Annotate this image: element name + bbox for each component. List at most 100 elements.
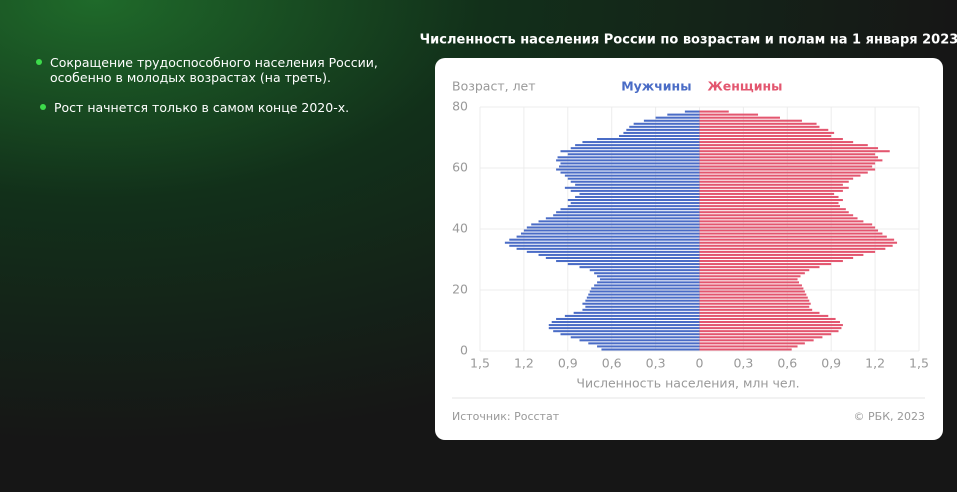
bar: [599, 278, 700, 281]
bar: [699, 305, 810, 308]
bar: [699, 324, 843, 327]
bar: [699, 339, 814, 342]
bar: [597, 281, 700, 284]
bar: [567, 205, 700, 208]
bar: [699, 138, 843, 141]
bar: [699, 192, 835, 195]
bar: [582, 141, 700, 144]
bar: [597, 345, 700, 348]
bar: [575, 144, 700, 147]
bar: [560, 171, 700, 174]
bar: [579, 192, 700, 195]
bar: [699, 290, 805, 293]
bar: [699, 189, 843, 192]
bar: [699, 235, 887, 238]
bar: [557, 156, 700, 159]
bar: [699, 302, 811, 305]
bar: [699, 241, 898, 244]
bar: [643, 119, 700, 122]
bar: [516, 235, 700, 238]
bar: [579, 339, 700, 342]
bar: [570, 147, 700, 150]
bar: [699, 287, 804, 290]
bar: [585, 305, 700, 308]
bar: [699, 211, 849, 214]
bar: [699, 208, 846, 211]
bar: [699, 269, 810, 272]
bar: [548, 324, 700, 327]
bar: [556, 211, 700, 214]
bar: [699, 119, 802, 122]
bar: [699, 144, 868, 147]
bar: [655, 116, 700, 119]
bar: [520, 232, 700, 235]
bar: [699, 153, 876, 156]
bar: [699, 336, 823, 339]
bar: [560, 333, 700, 336]
bar: [699, 308, 813, 311]
bar: [699, 253, 864, 256]
bar: [699, 345, 798, 348]
bar: [597, 138, 700, 141]
x-tick-label: 1,2: [865, 356, 885, 371]
bar: [699, 125, 820, 128]
bar: [523, 229, 700, 232]
x-tick-label: 1,2: [514, 356, 534, 371]
bar: [553, 330, 700, 333]
bar: [582, 302, 700, 305]
x-tick-label: 0,3: [733, 356, 753, 371]
bar: [699, 147, 879, 150]
bar: [619, 134, 700, 137]
bar: [699, 333, 832, 336]
x-tick-label: 0,9: [821, 356, 841, 371]
y-tick-label: 60: [452, 160, 468, 175]
bar: [699, 131, 835, 134]
bar: [570, 336, 700, 339]
bar: [560, 208, 700, 211]
bar: [516, 247, 700, 250]
bar: [699, 217, 858, 220]
bar: [699, 202, 839, 205]
bar: [564, 174, 700, 177]
bar: [553, 214, 700, 217]
source: Источник: Росстат: [452, 410, 560, 423]
bar: [699, 162, 876, 165]
bar: [699, 238, 895, 241]
copyright: © РБК, 2023: [854, 410, 925, 423]
bar: [699, 342, 805, 345]
bar: [699, 293, 807, 296]
bar: [699, 180, 849, 183]
bar: [699, 165, 873, 168]
bar: [699, 186, 849, 189]
bar: [567, 199, 700, 202]
legend-entry: Мужчины: [621, 79, 691, 94]
bar: [699, 330, 839, 333]
x-tick-label: 0,9: [558, 356, 578, 371]
bar: [509, 244, 700, 247]
bar: [699, 220, 864, 223]
bar: [579, 266, 700, 269]
x-tick-label: 0,6: [777, 356, 797, 371]
bar: [567, 177, 700, 180]
bar: [699, 327, 842, 330]
bar: [570, 202, 700, 205]
bar: [526, 250, 700, 253]
bar: [699, 281, 800, 284]
y-tick-label: 0: [460, 343, 468, 358]
bar: [629, 125, 700, 128]
bar: [699, 177, 854, 180]
bar: [699, 223, 873, 226]
bar: [699, 284, 802, 287]
bar: [699, 171, 868, 174]
y-axis-label: Возраст, лет: [452, 79, 536, 94]
bar: [551, 321, 700, 324]
bar: [556, 159, 700, 162]
bar: [699, 299, 810, 302]
bar: [626, 128, 700, 131]
bar: [699, 229, 879, 232]
y-tick-label: 40: [452, 221, 468, 236]
bar: [526, 226, 700, 229]
bar: [684, 110, 700, 113]
bar: [570, 189, 700, 192]
bar: [699, 226, 876, 229]
